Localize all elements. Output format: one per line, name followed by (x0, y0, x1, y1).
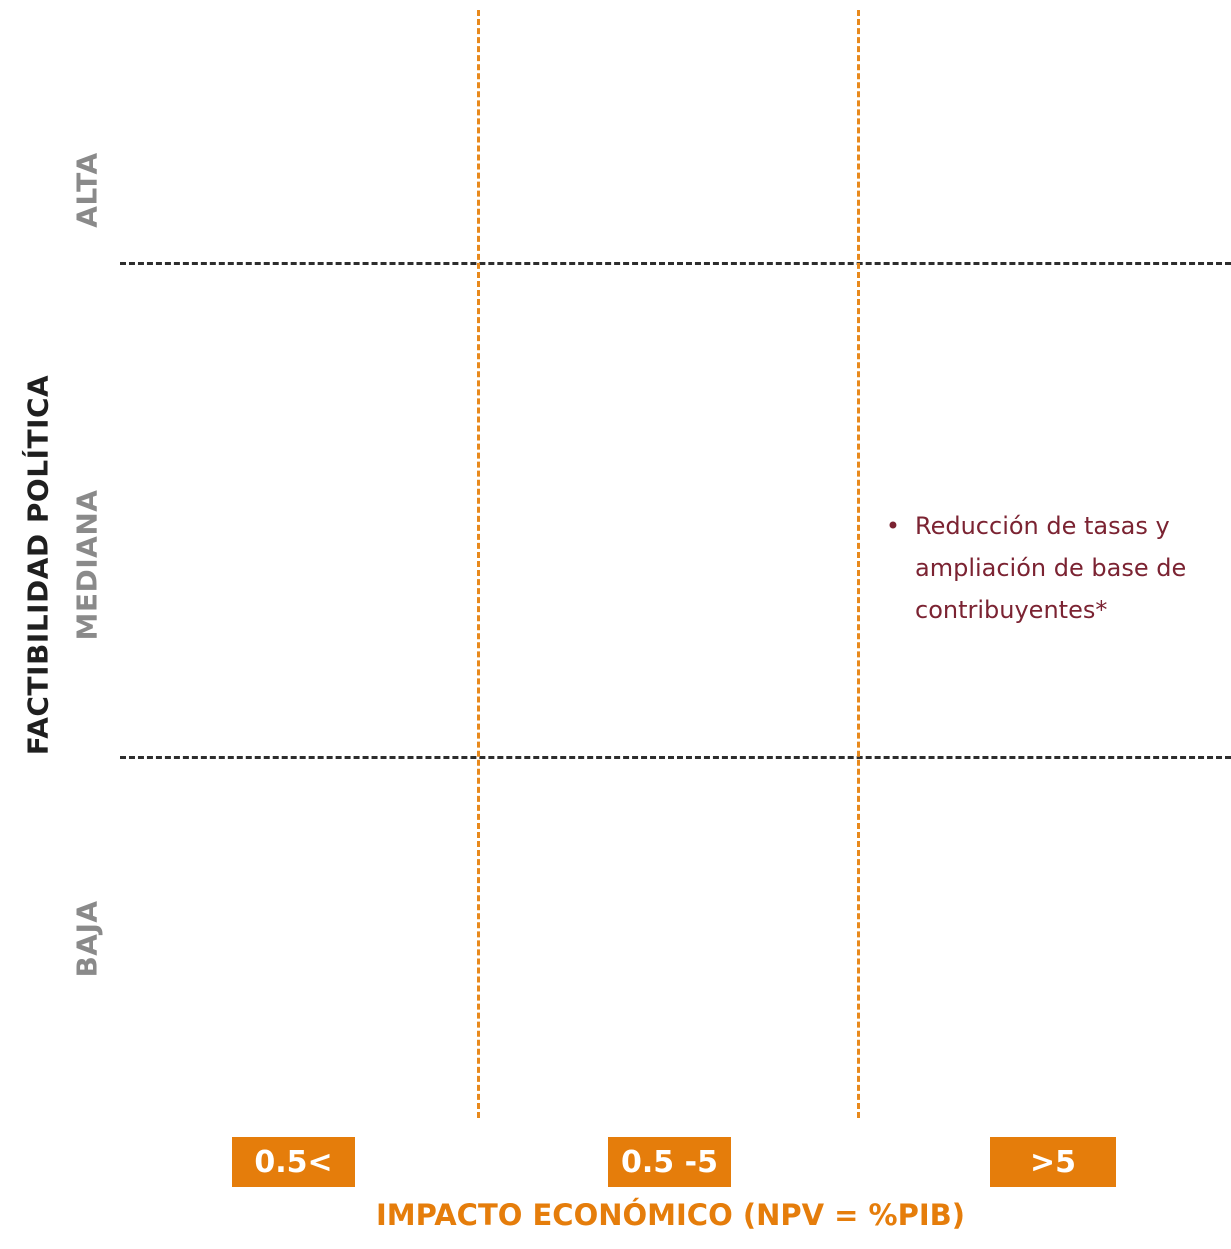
row-label-baja: BAJA (70, 900, 104, 978)
x-category-mid: 0.5 -5 (608, 1137, 731, 1187)
divider-col-1-2 (477, 10, 480, 1118)
row-label-mediana: MEDIANA (70, 489, 104, 641)
note-item-text: Reducción de tasas y ampliación de base … (915, 512, 1187, 624)
x-category-high: >5 (990, 1137, 1116, 1187)
x-category-low: 0.5< (232, 1137, 355, 1187)
x-axis-title: IMPACTO ECONÓMICO (NPV = %PIB) (375, 1198, 966, 1232)
divider-col-2-3 (857, 10, 860, 1118)
cell-note-mediana-high-impact: • Reducción de tasas y ampliación de base… (885, 505, 1203, 631)
divider-mediana-baja (120, 756, 1231, 759)
row-label-alta: ALTA (70, 152, 104, 228)
divider-alta-mediana (120, 262, 1231, 265)
note-item: • Reducción de tasas y ampliación de base… (885, 505, 1203, 631)
bullet-icon: • (885, 512, 901, 540)
y-axis-title: FACTIBILIDAD POLÍTICA (21, 374, 55, 756)
